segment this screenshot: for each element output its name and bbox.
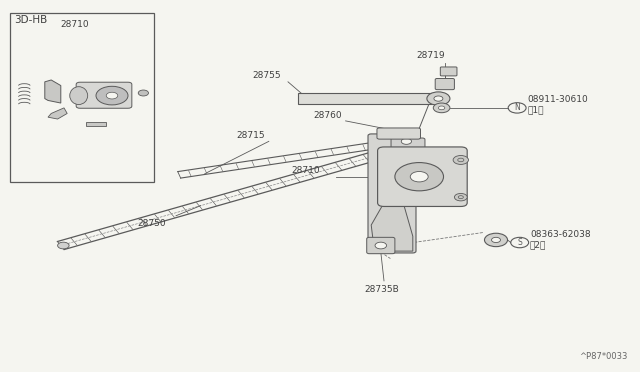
Text: S: S — [517, 238, 522, 247]
FancyBboxPatch shape — [435, 78, 454, 90]
Bar — [86, 122, 106, 126]
FancyBboxPatch shape — [377, 128, 420, 139]
Text: （2）: （2） — [530, 240, 547, 249]
Text: ^P87*0033: ^P87*0033 — [579, 352, 627, 361]
Text: 28735B: 28735B — [365, 285, 399, 294]
FancyBboxPatch shape — [76, 82, 132, 108]
Circle shape — [395, 163, 444, 191]
Text: 28719: 28719 — [416, 51, 445, 60]
Bar — [298, 93, 442, 104]
Text: 28710: 28710 — [61, 20, 90, 29]
Circle shape — [410, 171, 428, 182]
Circle shape — [453, 155, 468, 164]
Text: 3D-HB: 3D-HB — [14, 16, 47, 25]
Circle shape — [433, 103, 450, 113]
Text: 28755: 28755 — [253, 71, 282, 80]
Circle shape — [492, 237, 500, 243]
Circle shape — [454, 193, 467, 201]
Circle shape — [392, 133, 420, 150]
Text: 28715: 28715 — [237, 131, 266, 140]
Polygon shape — [371, 203, 413, 251]
Circle shape — [106, 92, 118, 99]
Text: （1）: （1） — [527, 106, 544, 115]
Polygon shape — [48, 108, 67, 119]
Circle shape — [58, 242, 69, 249]
Text: 28760: 28760 — [314, 111, 342, 120]
Circle shape — [434, 96, 443, 101]
Ellipse shape — [70, 87, 88, 105]
Circle shape — [96, 86, 128, 105]
Circle shape — [438, 106, 445, 110]
FancyBboxPatch shape — [440, 67, 457, 76]
Bar — [10, 13, 154, 182]
Circle shape — [427, 92, 450, 105]
Circle shape — [138, 90, 148, 96]
Circle shape — [375, 242, 387, 249]
FancyBboxPatch shape — [368, 134, 416, 253]
Text: N: N — [515, 103, 520, 112]
FancyBboxPatch shape — [391, 138, 425, 161]
FancyBboxPatch shape — [367, 237, 395, 254]
Text: 08363-62038: 08363-62038 — [530, 230, 591, 239]
Text: 28750: 28750 — [138, 219, 166, 228]
FancyBboxPatch shape — [378, 147, 467, 206]
Circle shape — [484, 233, 508, 247]
Polygon shape — [45, 80, 61, 103]
Circle shape — [401, 138, 412, 144]
Text: 28710: 28710 — [291, 166, 320, 175]
Text: 08911-30610: 08911-30610 — [527, 95, 588, 104]
